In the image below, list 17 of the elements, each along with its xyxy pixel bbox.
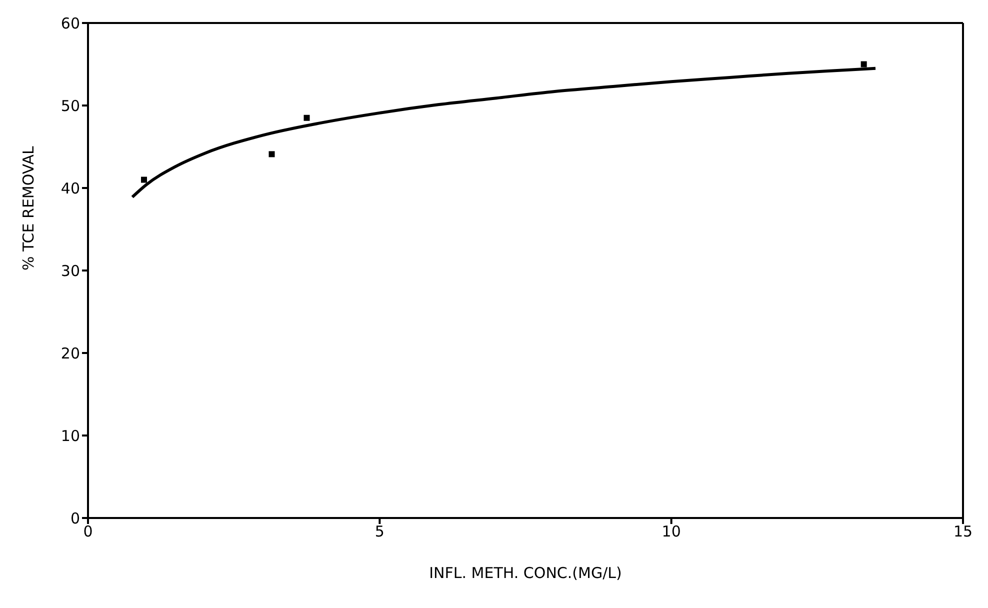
x-tick-label: 15 (953, 522, 973, 541)
x-axis-title: INFL. METH. CONC.(MG/L) (429, 564, 622, 582)
y-tick-label: 10 (60, 426, 80, 445)
point (268, 151, 275, 158)
y-axis-title: % TCE REMOVAL (19, 146, 38, 270)
point (860, 61, 867, 68)
y-tick-label: 20 (60, 344, 80, 362)
x-tick-label: 0 (83, 522, 93, 541)
y-tick-label: 0 (70, 509, 80, 528)
x-tick-label: 5 (374, 522, 384, 541)
y-tick-label: 40 (60, 179, 80, 198)
point (304, 114, 310, 121)
y-tick-label: 30 (60, 262, 80, 280)
y-tick-label: 60 (60, 14, 80, 32)
x-tick-label: 10 (662, 522, 681, 541)
point (141, 176, 147, 183)
y-tick-label: 50 (60, 96, 80, 115)
